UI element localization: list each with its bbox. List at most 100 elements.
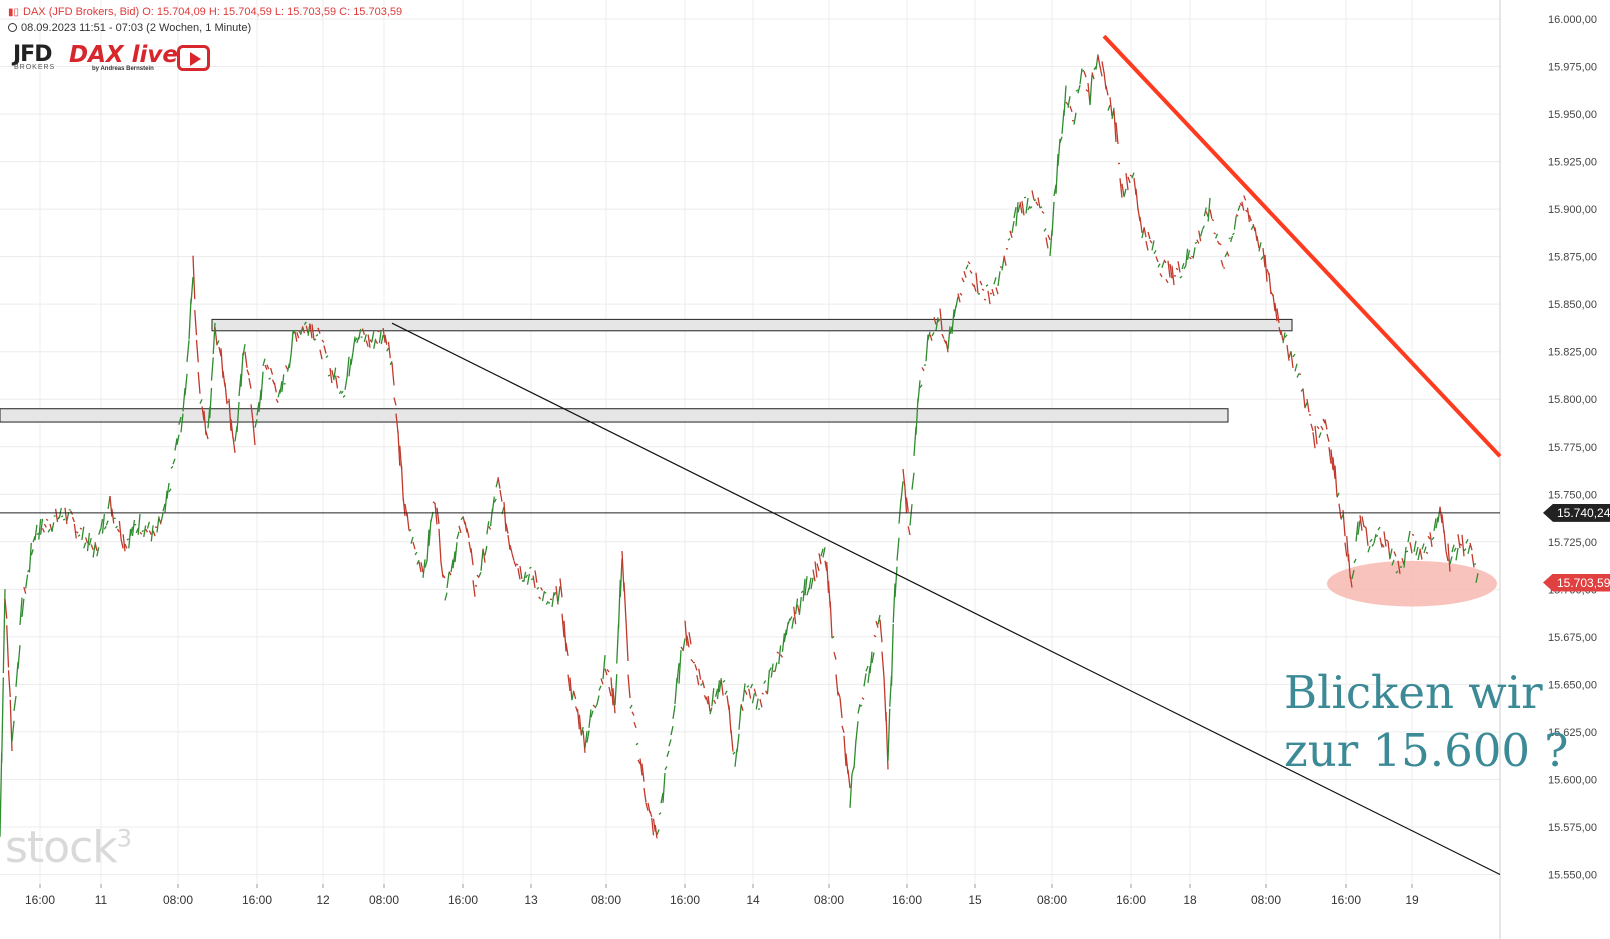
price-segment	[269, 367, 274, 375]
price-segment	[641, 763, 645, 782]
price-segment	[1274, 302, 1278, 322]
price-segment	[740, 703, 744, 712]
x-tick-label: 16:00	[448, 893, 478, 907]
price-segment	[188, 298, 192, 340]
price-segment	[939, 308, 943, 331]
price-segment	[1314, 425, 1318, 445]
price-segment	[277, 389, 281, 398]
price-segment	[730, 729, 734, 752]
price-segment	[969, 270, 973, 274]
price-segment	[698, 668, 702, 680]
price-segment	[470, 548, 474, 566]
price-segment	[1427, 535, 1431, 540]
price-segment	[422, 559, 426, 578]
price-segment	[21, 598, 25, 618]
price-segment	[118, 520, 122, 541]
x-tick-label: 16:00	[892, 893, 922, 907]
price-segment	[578, 714, 582, 735]
price-segment	[414, 551, 418, 556]
price-segment	[614, 674, 618, 706]
price-segment	[192, 255, 196, 300]
price-segment	[64, 507, 68, 525]
price-segment	[1173, 274, 1177, 277]
price-segment	[337, 375, 340, 379]
price-segment	[1135, 188, 1139, 210]
price-segment	[748, 688, 752, 699]
price-segment	[530, 578, 534, 581]
price-segment	[51, 522, 55, 533]
price-segment	[1039, 206, 1043, 209]
price-segment	[73, 523, 77, 539]
price-segment	[898, 498, 902, 524]
price-segment	[210, 357, 214, 381]
price-segment	[428, 519, 432, 546]
price-segment	[367, 334, 371, 348]
level-price-label: 15.740,24	[1543, 503, 1610, 522]
price-segment	[1239, 202, 1243, 207]
price-segment	[526, 573, 531, 585]
price-segment	[285, 365, 289, 370]
price-segment	[1278, 326, 1282, 336]
grid	[0, 0, 1501, 939]
price-segment	[945, 340, 949, 353]
price-segment	[701, 680, 706, 689]
price-segment	[244, 351, 248, 368]
price-segment	[1395, 570, 1399, 574]
price-segment	[250, 404, 254, 422]
price-segment	[377, 330, 380, 333]
price-segment	[1019, 201, 1023, 214]
price-segment	[896, 537, 900, 561]
price-segment	[1316, 425, 1320, 430]
price-segment	[412, 541, 416, 550]
price-segment	[1411, 533, 1415, 537]
price-segment	[1207, 197, 1211, 222]
price-segment	[584, 730, 588, 749]
price-segment	[820, 548, 824, 557]
price-segment	[728, 705, 732, 734]
price-segment	[633, 721, 637, 729]
annotation-text: Blicken wir zur 15.600 ?	[1284, 664, 1568, 780]
price-segment	[1296, 373, 1300, 378]
price-segment	[831, 635, 835, 639]
price-segment	[1123, 188, 1127, 198]
price-segment	[450, 559, 454, 573]
price-segment	[941, 333, 945, 339]
price-segment	[201, 406, 205, 421]
price-segment	[686, 635, 690, 648]
price-segment	[456, 531, 460, 540]
price-segment	[400, 465, 404, 501]
price-segment	[273, 382, 277, 393]
price-segment	[1224, 252, 1228, 258]
price-segment	[1451, 544, 1455, 553]
price-segment	[1153, 249, 1157, 255]
price-segment	[1349, 575, 1353, 588]
price-segment	[90, 544, 94, 550]
price-segment	[446, 572, 450, 589]
price-segment	[1469, 542, 1473, 551]
price-segment	[509, 544, 513, 554]
price-segment	[17, 645, 21, 670]
price-segment	[700, 682, 703, 686]
price-series	[0, 54, 1497, 839]
price-segment	[534, 570, 538, 583]
price-segment	[993, 277, 997, 285]
price-segment	[1310, 423, 1314, 431]
price-segment	[921, 367, 925, 372]
price-segment	[230, 419, 234, 439]
price-segment	[1083, 71, 1087, 78]
price-segment	[1059, 136, 1063, 144]
timeframe-text: 08.09.2023 11:51 - 07:03 (2 Wochen, 1 Mi…	[21, 22, 252, 34]
price-segment	[240, 352, 244, 387]
price-segment	[1001, 257, 1005, 271]
price-segment	[248, 378, 252, 389]
price-segment	[174, 438, 178, 451]
price-segment	[676, 663, 680, 683]
price-segment	[989, 292, 993, 295]
price-segment	[847, 769, 851, 789]
price-segment	[949, 326, 953, 335]
price-segment	[486, 521, 490, 535]
price-segment	[890, 623, 894, 686]
dax-live-sub: by Andreas Bernstein	[92, 66, 154, 72]
price-segment	[511, 553, 515, 561]
price-segment	[987, 290, 991, 305]
